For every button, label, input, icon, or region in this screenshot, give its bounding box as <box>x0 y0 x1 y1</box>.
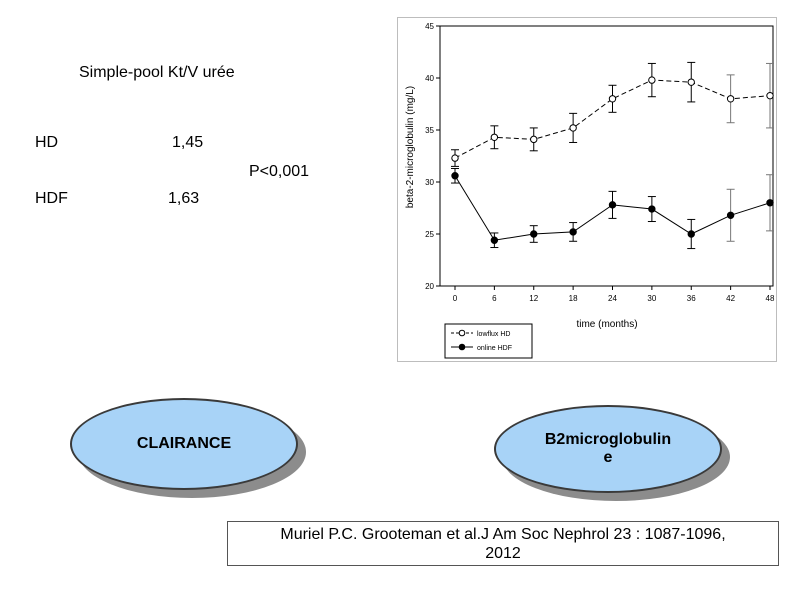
data-point <box>608 95 617 103</box>
citation-box: Muriel P.C. Grooteman et al.J Am Soc Nep… <box>227 521 779 566</box>
hdf-value: 1,63 <box>168 190 200 207</box>
hdf-label: HDF <box>35 190 68 207</box>
citation-line2: 2012 <box>485 545 521 562</box>
x-tick-label: 18 <box>569 294 578 303</box>
data-point <box>648 205 656 213</box>
y-axis-label: beta-2-microglobulin (mg/L) <box>405 86 416 208</box>
x-tick-label: 30 <box>647 294 656 303</box>
data-point <box>687 230 695 238</box>
data-point <box>766 199 774 207</box>
series-lowflux-hd <box>451 61 774 167</box>
data-point <box>490 133 499 141</box>
legend-box <box>444 323 533 359</box>
hd-label: HD <box>35 134 59 151</box>
y-tick-label: 30 <box>425 178 434 187</box>
y-tick-label: 40 <box>425 74 434 83</box>
series-line <box>454 79 771 159</box>
p-value: P<0,001 <box>249 163 310 180</box>
ktv-heading: Simple-pool Kt/V urée <box>79 64 235 81</box>
legend-swatch-marker <box>458 329 466 337</box>
x-tick-label: 12 <box>529 294 538 303</box>
x-axis-label: time (months) <box>576 319 637 330</box>
data-point <box>530 230 538 238</box>
y-tick-label: 45 <box>425 22 434 31</box>
data-point <box>530 135 538 144</box>
chart-legend: lowflux HD online HDF <box>444 323 533 359</box>
data-point <box>687 78 695 86</box>
data-point <box>451 154 459 162</box>
legend-entry-label: lowflux HD <box>477 331 510 338</box>
legend-swatch-marker <box>458 343 466 351</box>
data-point <box>451 172 459 180</box>
data-point <box>569 228 577 236</box>
b2m-text-line2: e <box>603 449 613 466</box>
data-point <box>569 124 577 132</box>
chart-svg: 20 25 30 35 40 45 0 6 12 18 24 30 36 42 48 beta-2-mic… <box>405 22 775 359</box>
data-point <box>490 236 499 244</box>
data-point <box>766 91 774 100</box>
hd-value: 1,45 <box>172 134 204 151</box>
legend-entry-label: online HDF <box>477 345 512 352</box>
series-online-hdf <box>451 167 774 250</box>
clairance-text: CLAIRANCE <box>136 435 232 452</box>
y-tick-label: 35 <box>425 126 434 135</box>
data-point <box>726 95 735 103</box>
clairance-bubble-body: CLAIRANCE <box>70 398 298 490</box>
x-tick-label: 0 <box>453 294 458 303</box>
x-tick-label: 6 <box>492 294 497 303</box>
b2m-text-line1: B2microglobulin <box>544 431 672 448</box>
b2m-chart: 20 25 30 35 40 45 0 6 12 18 24 30 36 42 48 beta-2-mic… <box>397 17 777 362</box>
plot-frame <box>439 25 774 287</box>
data-point <box>608 201 617 209</box>
data-point <box>648 76 656 84</box>
x-tick-label: 36 <box>687 294 696 303</box>
x-tick-label: 42 <box>726 294 735 303</box>
citation-line1: Muriel P.C. Grooteman et al.J Am Soc Nep… <box>280 526 726 543</box>
b2m-bubble-body: B2microglobulin e <box>494 405 722 493</box>
y-tick-label: 20 <box>425 282 434 291</box>
x-tick-label: 48 <box>766 294 775 303</box>
data-point <box>726 211 735 219</box>
x-tick-label: 24 <box>608 294 617 303</box>
y-tick-label: 25 <box>425 230 434 239</box>
